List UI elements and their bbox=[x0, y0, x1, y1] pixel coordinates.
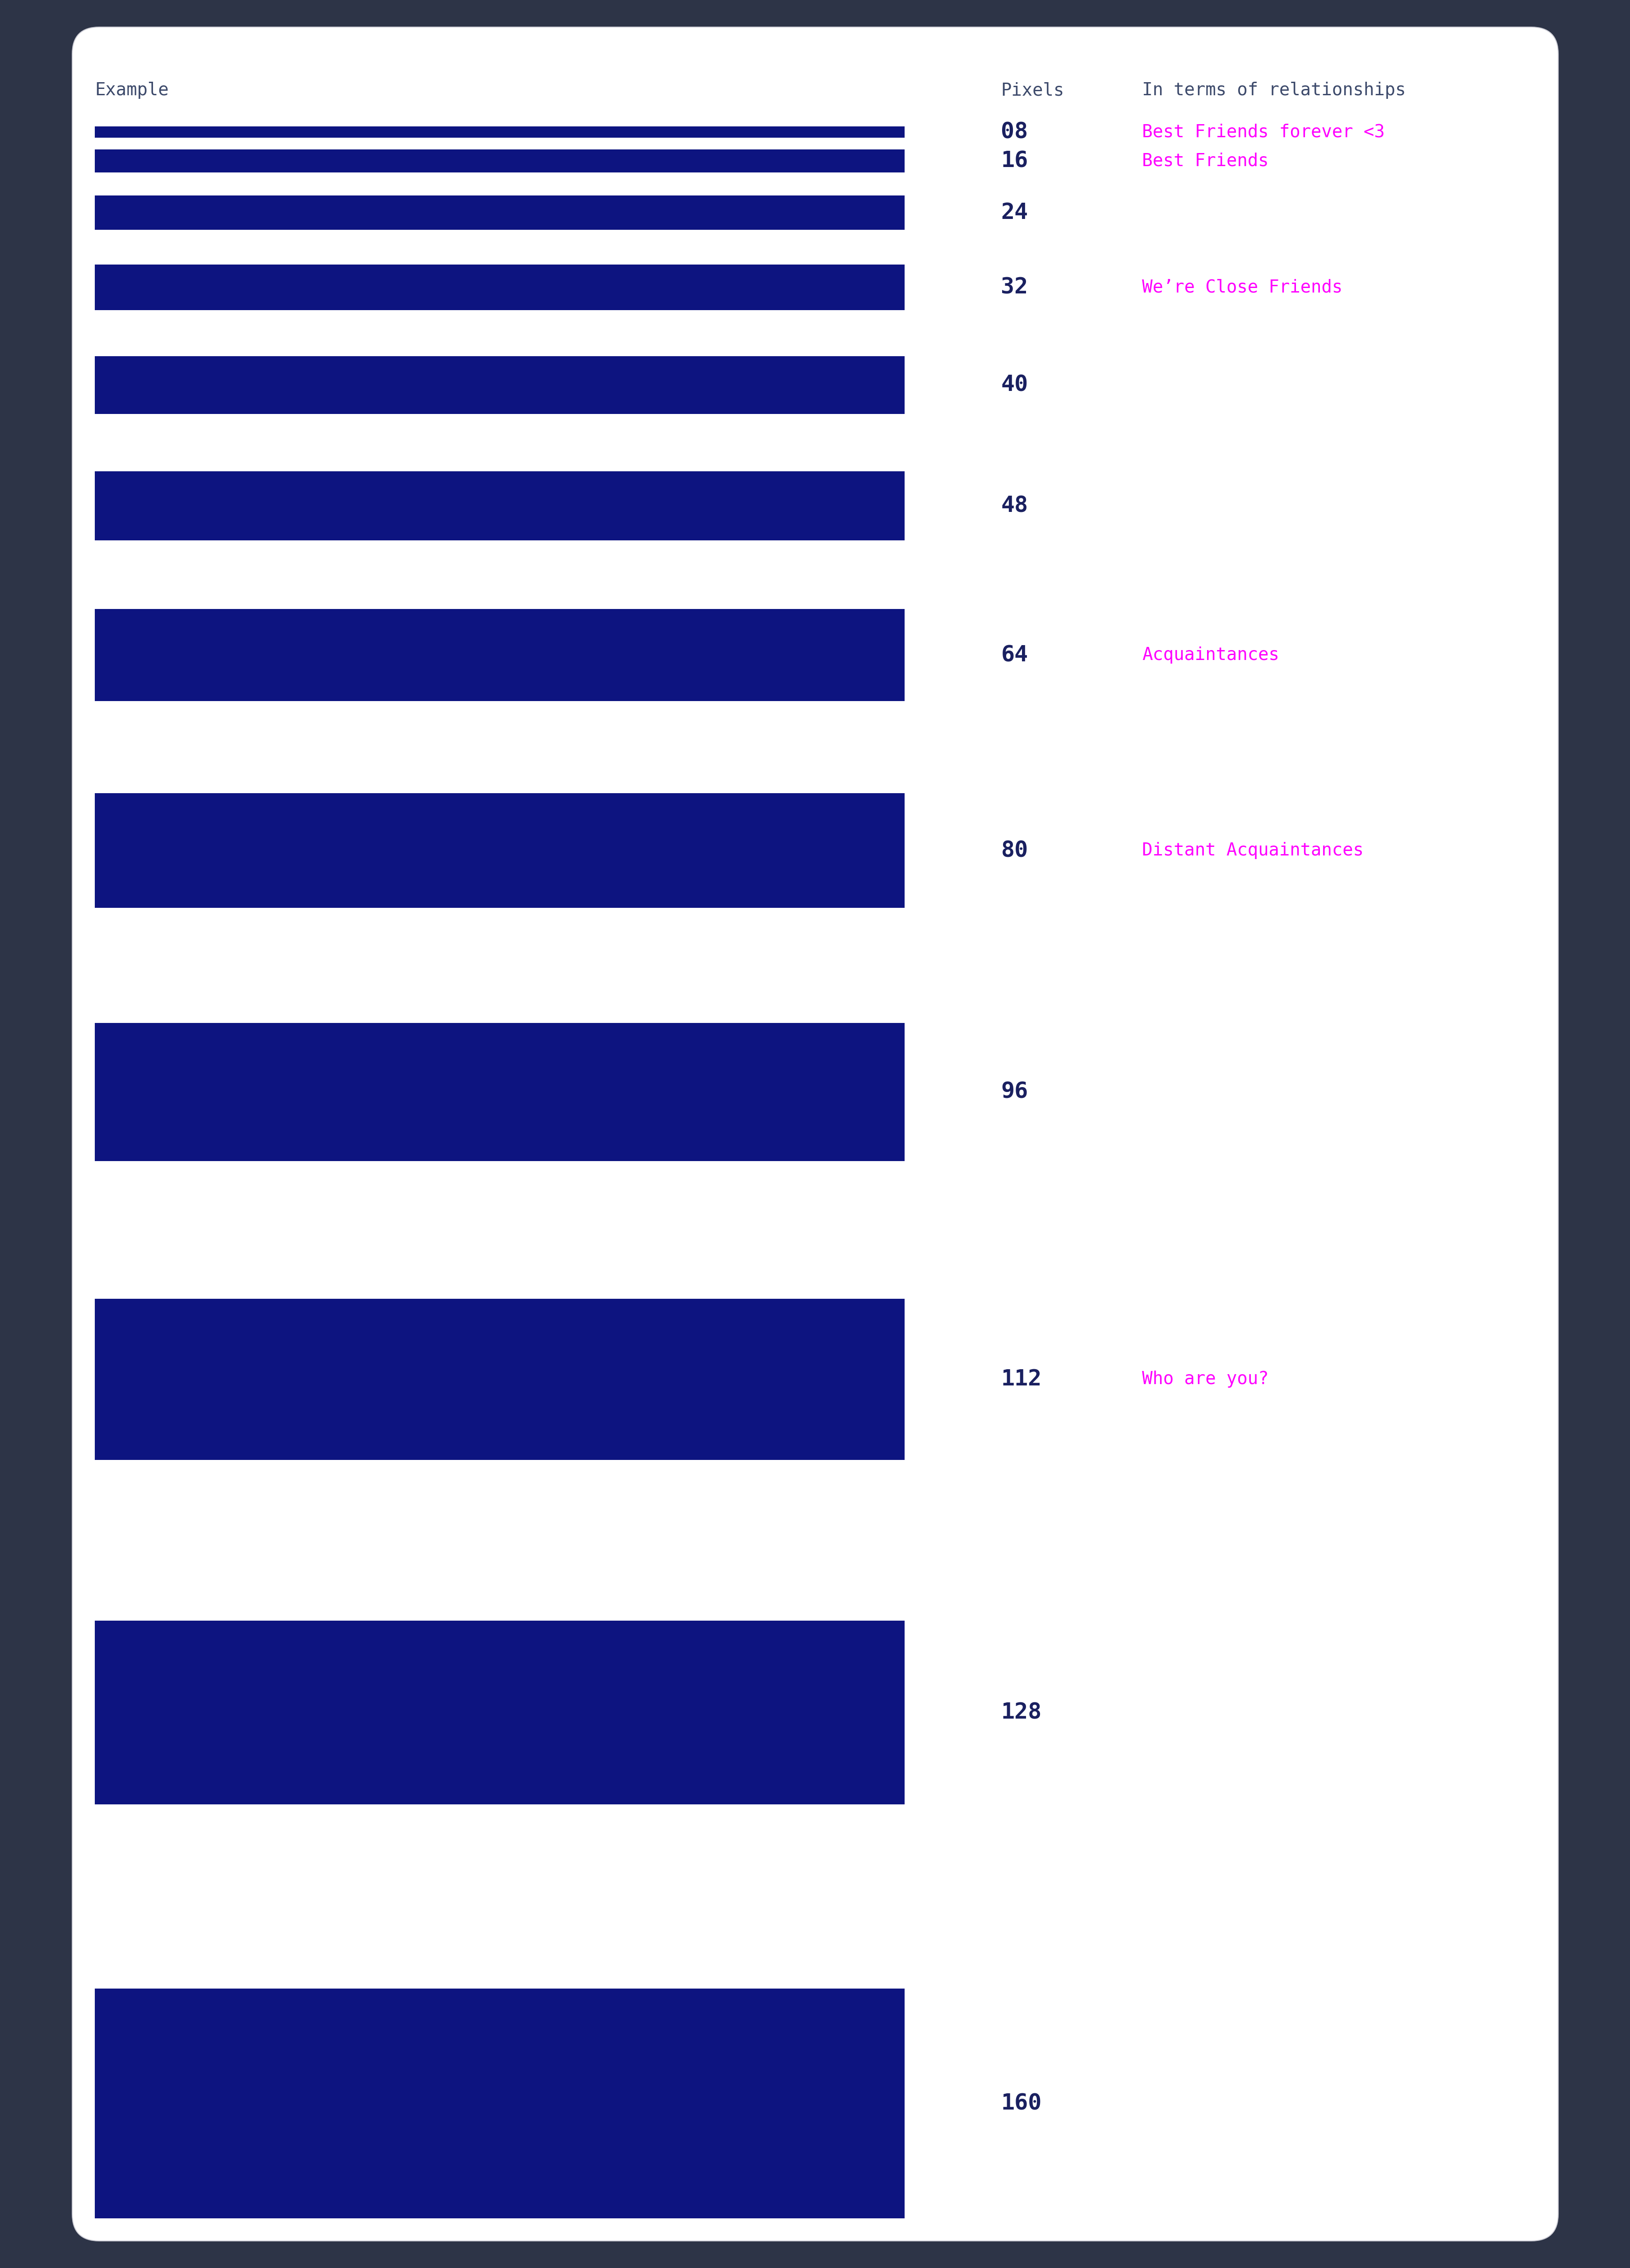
Text: 40: 40 bbox=[1001, 374, 1029, 397]
Text: Example: Example bbox=[95, 82, 168, 100]
Text: Who are you?: Who are you? bbox=[1143, 1370, 1268, 1388]
Text: 08: 08 bbox=[1001, 120, 1029, 143]
Bar bbox=[95, 794, 905, 907]
Text: 16: 16 bbox=[1001, 150, 1029, 172]
Bar bbox=[95, 610, 905, 701]
Bar bbox=[95, 1989, 905, 2218]
Text: In terms of relationships: In terms of relationships bbox=[1143, 82, 1405, 100]
Bar bbox=[95, 356, 905, 413]
Text: We’re Close Friends: We’re Close Friends bbox=[1143, 279, 1341, 295]
Text: 160: 160 bbox=[1001, 2093, 1042, 2114]
FancyBboxPatch shape bbox=[72, 27, 1558, 2241]
Bar bbox=[95, 1300, 905, 1461]
Bar bbox=[95, 1023, 905, 1161]
Bar bbox=[95, 472, 905, 540]
Bar bbox=[95, 195, 905, 229]
Text: 128: 128 bbox=[1001, 1701, 1042, 1724]
Text: Best Friends forever <3: Best Friends forever <3 bbox=[1143, 122, 1384, 141]
Bar bbox=[95, 265, 905, 311]
Text: 64: 64 bbox=[1001, 644, 1029, 667]
Text: 96: 96 bbox=[1001, 1082, 1029, 1102]
Text: Acquaintances: Acquaintances bbox=[1143, 646, 1280, 665]
Text: 112: 112 bbox=[1001, 1368, 1042, 1390]
Text: Pixels: Pixels bbox=[1001, 82, 1064, 100]
Bar bbox=[95, 150, 905, 172]
Text: Distant Acquaintances: Distant Acquaintances bbox=[1143, 841, 1363, 860]
Bar bbox=[95, 127, 905, 138]
Text: 32: 32 bbox=[1001, 277, 1029, 297]
Bar bbox=[95, 1622, 905, 1805]
Text: 24: 24 bbox=[1001, 202, 1029, 225]
Text: Best Friends: Best Friends bbox=[1143, 152, 1268, 170]
Text: 48: 48 bbox=[1001, 494, 1029, 517]
Text: 80: 80 bbox=[1001, 839, 1029, 862]
